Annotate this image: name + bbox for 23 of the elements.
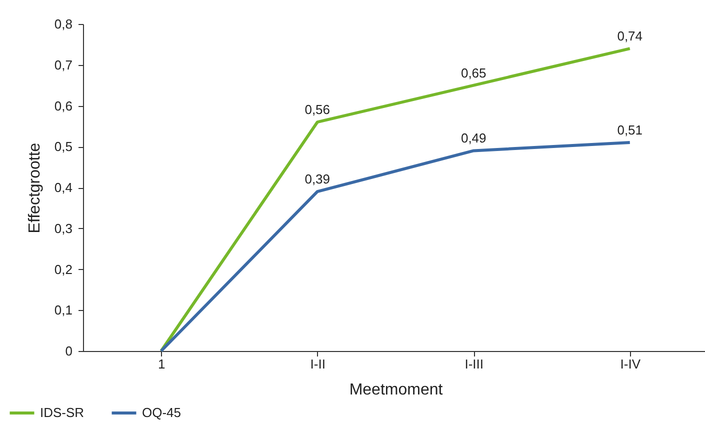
y-tick-label: 0,1 (54, 302, 72, 318)
x-tick-label: I-IV (620, 356, 641, 372)
y-tick-label: 0,5 (54, 139, 72, 154)
y-axis-title: Effectgrootte (26, 142, 44, 234)
data-label: 0,74 (617, 28, 643, 44)
data-label: 0,65 (460, 65, 486, 80)
y-tick-label: 0,8 (54, 16, 72, 32)
y-tick-label: 0,7 (54, 57, 72, 72)
y-tick-label: 0,2 (54, 262, 72, 277)
x-tick-label: I-II (310, 356, 326, 372)
data-label: 0,49 (460, 130, 486, 146)
x-tick-label: I-III (464, 356, 484, 372)
y-tick-label: 0,3 (54, 220, 72, 236)
data-label: 0,39 (304, 172, 330, 187)
x-axis-title: Meetmoment (349, 382, 444, 398)
legend-label: OQ-45 (142, 405, 182, 420)
y-tick-label: 0 (65, 344, 72, 358)
y-tick-label: 0,6 (54, 98, 72, 114)
y-tick-label: 0,4 (54, 180, 72, 195)
legend-label: IDS-SR (40, 405, 84, 420)
data-label: 0,51 (617, 122, 643, 138)
data-label: 0,56 (304, 102, 330, 118)
x-tick-label: 1 (158, 356, 166, 372)
